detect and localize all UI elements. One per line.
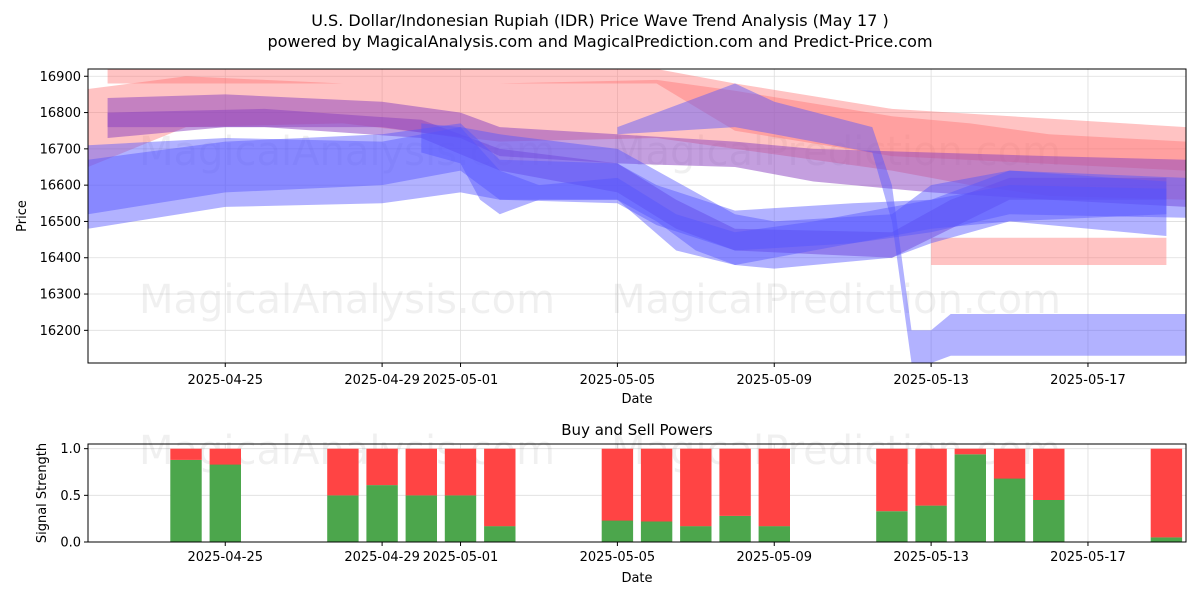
price-y-tick-label: 16700 bbox=[40, 142, 81, 157]
buy-bar bbox=[680, 526, 712, 542]
buy-bar bbox=[993, 478, 1026, 542]
wave-band-purple bbox=[107, 108, 1167, 258]
buy-bar bbox=[1033, 500, 1065, 542]
sell-bar bbox=[484, 448, 516, 527]
price-y-tick-label: 16600 bbox=[40, 179, 81, 194]
watermark-prediction-bottom: MagicalPrediction.com bbox=[611, 428, 1061, 474]
price-y-tick-label: 16400 bbox=[40, 251, 81, 266]
price-x-tick-label: 2025-04-29 bbox=[344, 373, 420, 388]
buy-bar bbox=[405, 495, 437, 542]
buy-bar bbox=[758, 526, 790, 542]
power-x-tick-label: 2025-05-05 bbox=[580, 550, 656, 565]
price-plot-frame bbox=[87, 68, 1187, 364]
price-y-tick-label: 16200 bbox=[40, 324, 81, 339]
price-x-ticks: 2025-04-25 2025-04-29 2025-05-01 2025-05-05… bbox=[187, 363, 1126, 388]
price-x-label: Date bbox=[621, 392, 652, 407]
price-y-tick-label: 16900 bbox=[40, 70, 81, 85]
buy-bar bbox=[719, 515, 751, 542]
sell-bar bbox=[876, 448, 908, 512]
buy-bar bbox=[876, 511, 908, 542]
price-x-tick-label: 2025-05-13 bbox=[893, 373, 969, 388]
wave-band-red bbox=[931, 237, 1167, 265]
wave-band-blue bbox=[421, 123, 1167, 266]
price-y-tick-label: 16300 bbox=[40, 288, 81, 303]
buy-bar bbox=[209, 464, 241, 542]
power-y-tick-label: 0.0 bbox=[60, 536, 81, 551]
sell-bar bbox=[758, 448, 790, 527]
sell-bar bbox=[444, 448, 477, 496]
sell-bar bbox=[993, 448, 1026, 479]
power-y-tick-label: 1.0 bbox=[60, 442, 81, 457]
watermark-prediction-mid: MagicalPrediction.com bbox=[611, 277, 1061, 323]
power-x-tick-label: 2025-05-13 bbox=[893, 550, 969, 565]
sell-bar bbox=[327, 448, 359, 496]
sell-bar bbox=[601, 448, 634, 521]
sell-bar bbox=[170, 448, 202, 460]
price-x-tick-label: 2025-04-25 bbox=[187, 373, 263, 388]
power-title: Buy and Sell Powers bbox=[561, 421, 713, 439]
price-x-tick-label: 2025-05-01 bbox=[423, 373, 499, 388]
wave-band-blue bbox=[88, 123, 1186, 251]
sell-bar bbox=[366, 448, 398, 486]
power-x-ticks: 2025-04-25 2025-04-29 2025-05-01 2025-05-05… bbox=[187, 542, 1126, 565]
sell-bar bbox=[209, 448, 241, 465]
wave-band-red bbox=[107, 69, 1187, 171]
price-chart: MagicalAnalysis.com MagicalPrediction.co… bbox=[15, 68, 1187, 407]
price-x-tick-label: 2025-05-05 bbox=[580, 373, 656, 388]
wave-band-blue bbox=[617, 83, 1186, 363]
buy-bar bbox=[601, 520, 634, 542]
power-x-tick-label: 2025-04-25 bbox=[187, 550, 263, 565]
wave-band-blue bbox=[88, 127, 1167, 269]
power-x-tick-label: 2025-04-29 bbox=[344, 550, 420, 565]
buy-bar bbox=[915, 505, 947, 542]
sell-bar bbox=[405, 448, 437, 496]
chart-title: U.S. Dollar/Indonesian Rupiah (IDR) Pric… bbox=[311, 11, 889, 30]
power-y-label: Signal Strength bbox=[35, 443, 50, 543]
sell-bar bbox=[1150, 448, 1183, 538]
price-y-tick-label: 16800 bbox=[40, 106, 81, 121]
price-y-tick-label: 16500 bbox=[40, 215, 81, 230]
power-y-tick-label: 0.5 bbox=[60, 489, 81, 504]
sell-bar bbox=[680, 448, 712, 527]
power-plot-frame bbox=[87, 443, 1187, 543]
chart-subtitle: powered by MagicalAnalysis.com and Magic… bbox=[267, 32, 932, 51]
price-y-ticks: 16200 16300 16400 16500 16600 16700 16800 16900 bbox=[40, 70, 88, 339]
power-x-label: Date bbox=[621, 571, 652, 586]
price-x-tick-label: 2025-05-17 bbox=[1050, 373, 1126, 388]
power-chart: Buy and Sell Powers MagicalAnalysis.com … bbox=[35, 421, 1187, 586]
buy-bar bbox=[366, 485, 398, 542]
power-x-tick-label: 2025-05-17 bbox=[1050, 550, 1126, 565]
buy-bar bbox=[640, 521, 673, 542]
price-x-tick-label: 2025-05-09 bbox=[736, 373, 812, 388]
buy-bar bbox=[954, 454, 986, 542]
power-x-tick-label: 2025-05-01 bbox=[423, 550, 499, 565]
power-y-ticks: 0.0 0.5 1.0 bbox=[60, 442, 88, 551]
power-bars bbox=[170, 448, 1183, 542]
sell-bar bbox=[640, 448, 673, 522]
power-x-tick-label: 2025-05-09 bbox=[736, 550, 812, 565]
buy-bar bbox=[484, 526, 516, 542]
buy-bar bbox=[327, 495, 359, 542]
buy-bar bbox=[170, 459, 202, 542]
sell-bar bbox=[954, 448, 986, 455]
sell-bar bbox=[719, 448, 751, 516]
buy-bar bbox=[1150, 537, 1183, 542]
price-y-label: Price bbox=[15, 200, 30, 232]
buy-bar bbox=[444, 495, 477, 542]
price-bands bbox=[88, 69, 1187, 363]
sell-bar bbox=[1033, 448, 1065, 500]
watermark-analysis-mid: MagicalAnalysis.com bbox=[139, 277, 555, 323]
sell-bar bbox=[915, 448, 947, 506]
